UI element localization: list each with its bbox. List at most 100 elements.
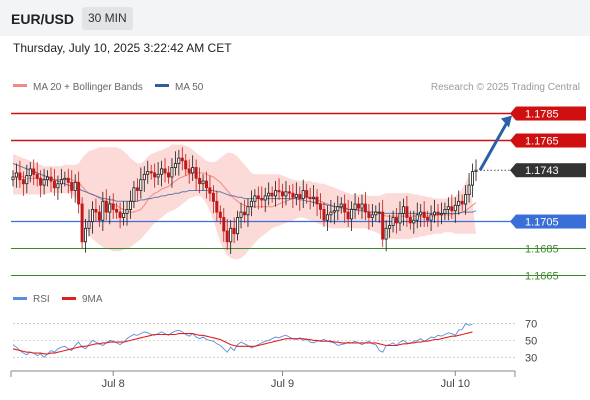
candle-bullish xyxy=(457,200,461,206)
candle-bullish xyxy=(263,195,267,201)
support-level-label: 1.1685 xyxy=(525,244,559,256)
rsi-tick-label: 70 xyxy=(525,318,537,330)
candle-bullish xyxy=(56,183,60,189)
candle-bearish xyxy=(381,211,385,240)
candle-bearish xyxy=(426,217,430,221)
candle-bullish xyxy=(350,208,354,220)
candle-bullish xyxy=(388,225,392,229)
symbol-label: EUR/USD xyxy=(11,11,75,27)
candle-bearish xyxy=(49,176,53,182)
x-axis: Jul 8 Jul 9 Jul 10 xyxy=(10,370,516,390)
candle-bullish xyxy=(329,211,333,216)
candle-bearish xyxy=(187,168,191,174)
candle-bullish xyxy=(267,192,271,197)
candle-bullish xyxy=(239,211,243,218)
candle-bearish xyxy=(363,203,367,213)
candle-bullish xyxy=(84,227,88,243)
resistance-level-box xyxy=(516,133,586,148)
resistance-level-pointer xyxy=(510,133,516,148)
candle-bullish xyxy=(339,203,343,208)
candle-bearish xyxy=(298,194,302,199)
candle-bullish xyxy=(353,203,357,210)
candle-bullish xyxy=(125,208,129,214)
candle-bullish xyxy=(139,179,143,191)
candle-bullish xyxy=(294,194,298,198)
rsi-tick-label: 30 xyxy=(525,352,537,364)
candle-bullish xyxy=(249,200,253,208)
candle-bearish xyxy=(343,203,347,213)
candle-bearish xyxy=(218,211,222,218)
candle-bearish xyxy=(39,177,43,186)
pivot-level-pointer xyxy=(510,214,516,229)
candle-bearish xyxy=(184,160,188,170)
candle-bearish xyxy=(318,203,322,210)
candle-bearish xyxy=(111,203,115,210)
candle-bullish xyxy=(301,190,305,200)
candle-bearish xyxy=(104,200,108,213)
ma20-bb-legend-swatch xyxy=(13,84,27,87)
candle-bullish xyxy=(246,206,250,216)
candle-bullish xyxy=(28,168,32,177)
candle-bearish xyxy=(166,172,170,178)
candle-bearish xyxy=(66,177,70,183)
candle-bearish xyxy=(97,211,101,221)
timeframe-badge[interactable]: 30 MIN xyxy=(82,7,133,30)
candle-bullish xyxy=(128,200,132,210)
candle-bullish xyxy=(108,203,112,213)
candle-bearish xyxy=(118,211,122,218)
candle-bullish xyxy=(419,211,423,216)
candle-bearish xyxy=(450,206,454,212)
candle-bearish xyxy=(270,192,274,197)
candle-bearish xyxy=(291,192,295,198)
candle-bearish xyxy=(211,192,215,202)
candle-bearish xyxy=(287,191,291,194)
candle-bearish xyxy=(260,198,264,201)
candle-bearish xyxy=(232,227,236,235)
price-legend: MA 20 + Bollinger Bands MA 50 Research ©… xyxy=(13,82,580,93)
candle-bearish xyxy=(305,190,309,198)
ma20-bb-legend-label: MA 20 + Bollinger Bands xyxy=(33,82,143,93)
current-level-pointer xyxy=(510,163,516,178)
candle-bearish xyxy=(308,196,312,199)
current-level-label: 1.1743 xyxy=(525,165,559,177)
rsi-legend-label: RSI xyxy=(33,294,50,305)
rsi-9ma-legend-swatch xyxy=(62,297,76,300)
pivot-level-label: 1.1705 xyxy=(525,217,559,229)
candle-bearish xyxy=(322,208,326,221)
credit-text: Research © 2025 Trading Central xyxy=(431,82,580,93)
candle-bullish xyxy=(63,177,67,181)
candle-bearish xyxy=(225,230,229,243)
rsi-tick-label: 50 xyxy=(525,335,537,347)
candle-bearish xyxy=(346,211,350,220)
candle-bullish xyxy=(432,211,436,216)
candle-bullish xyxy=(201,180,205,185)
resistance-level-label: 1.1765 xyxy=(525,136,559,148)
candle-bearish xyxy=(436,211,440,216)
candle-bullish xyxy=(25,175,29,185)
candle-bearish xyxy=(367,211,371,218)
candle-bullish xyxy=(132,187,136,202)
chart-header: EUR/USD 30 MIN xyxy=(0,0,590,36)
candle-bullish xyxy=(73,181,77,191)
candle-bearish xyxy=(80,203,84,243)
candle-bearish xyxy=(215,200,219,213)
candle-bullish xyxy=(384,227,388,240)
candle-bearish xyxy=(204,180,208,189)
rsi-9ma-line xyxy=(12,331,473,355)
candle-bullish xyxy=(229,227,233,243)
candle-bearish xyxy=(405,206,409,218)
resistance-level-pointer xyxy=(510,106,516,121)
candle-bearish xyxy=(460,200,464,205)
candle-bearish xyxy=(77,181,81,205)
candle-bullish xyxy=(360,203,364,209)
rsi-legend-swatch xyxy=(13,297,27,300)
x-tick-label: Jul 9 xyxy=(271,378,294,390)
candle-bearish xyxy=(315,196,319,205)
candle-bearish xyxy=(115,208,119,213)
candle-bearish xyxy=(94,208,98,213)
candle-bullish xyxy=(14,172,18,178)
candle-bearish xyxy=(32,168,36,175)
candle-bearish xyxy=(280,191,284,197)
